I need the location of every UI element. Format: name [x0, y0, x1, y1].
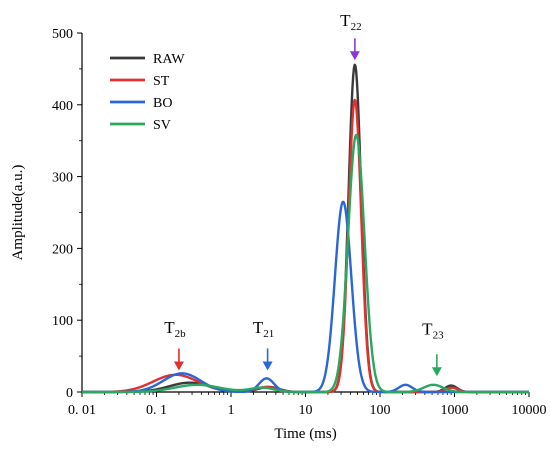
- y-tick-label: 100: [52, 314, 73, 329]
- annotation-subscript: 23: [433, 330, 445, 342]
- y-tick-label: 400: [52, 99, 73, 114]
- x-tick-label: 100: [370, 403, 391, 418]
- annotation-main: T: [164, 318, 175, 337]
- x-axis-title: Time (ms): [274, 426, 336, 442]
- x-tick-label: 10: [299, 403, 313, 418]
- annotation-main: T: [340, 11, 351, 30]
- series-line-sv: [81, 133, 530, 394]
- x-tick-label: 10000: [512, 403, 547, 418]
- series-line-st: [81, 98, 530, 394]
- y-tick-label: 500: [52, 27, 73, 42]
- series-line-raw: [81, 63, 530, 394]
- annotation-label: T21: [253, 318, 274, 340]
- annotation-label: T22: [340, 11, 361, 33]
- annotation-subscript: 21: [263, 328, 274, 340]
- annotation-label: T2b: [164, 318, 186, 340]
- annotation-arrowhead: [349, 51, 360, 61]
- annotation-main: T: [422, 320, 433, 339]
- y-tick-label: 200: [52, 242, 73, 257]
- x-tick-label: 1000: [441, 403, 469, 418]
- annotation-arrowhead: [431, 367, 442, 377]
- y-axis-title: Amplitude(a.u.): [10, 165, 26, 261]
- annotation-subscript: 22: [351, 21, 362, 33]
- x-tick-label: 0. 1: [146, 403, 167, 418]
- x-tick-label: 0. 01: [68, 403, 96, 418]
- y-tick-label: 300: [52, 171, 73, 186]
- series-lines: [81, 63, 530, 394]
- legend-label-bo: BO: [153, 96, 172, 111]
- y-tick-label: 0: [66, 386, 73, 401]
- grid-and-axes: 0. 01 0. 1 1 10 100 1000 10000 0 100 200 300 400 500: [52, 27, 547, 418]
- legend-label-sv: SV: [153, 118, 171, 133]
- annotation-subscript: 2b: [175, 328, 187, 340]
- annotation-main: T: [253, 318, 264, 337]
- series-line-bo: [81, 200, 530, 394]
- annotation-label: T23: [422, 320, 444, 342]
- annotation-arrowhead: [262, 361, 273, 371]
- legend-label-raw: RAW: [153, 52, 185, 67]
- x-tick-label: 1: [228, 403, 235, 418]
- annotation-arrowhead: [173, 361, 184, 371]
- legend: RAW ST BO SV: [110, 52, 185, 133]
- legend-label-st: ST: [153, 74, 170, 89]
